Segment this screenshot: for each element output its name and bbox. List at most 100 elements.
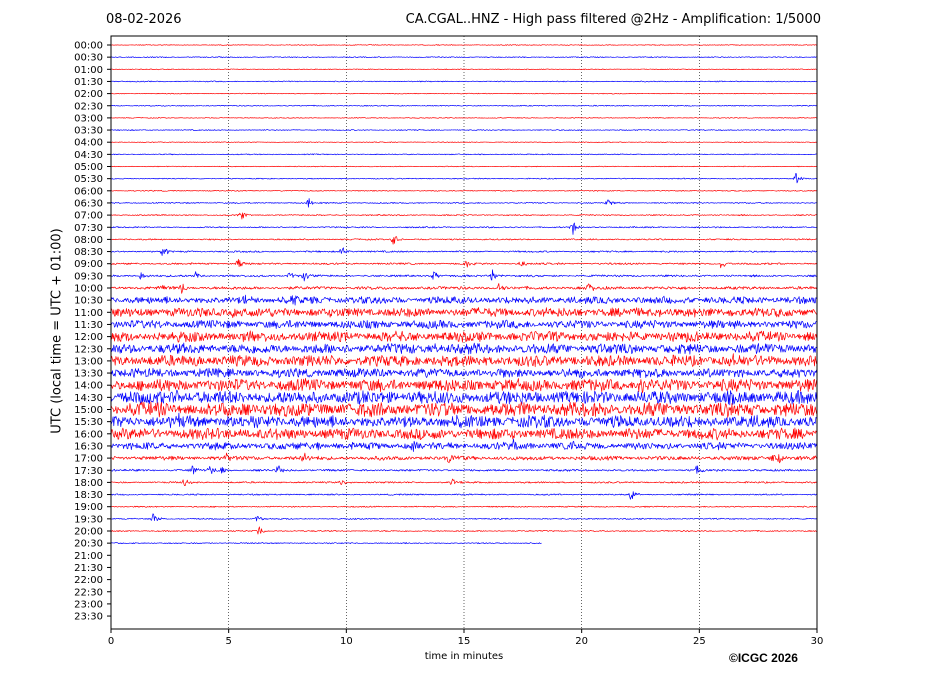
- trace-0300: [110, 117, 817, 119]
- x-tick-label: 5: [225, 636, 231, 647]
- trace-1000: [110, 283, 817, 294]
- x-tick-label: 30: [811, 636, 824, 647]
- trace-0000: [110, 44, 817, 46]
- trace-1630: [110, 438, 817, 452]
- y-tick-label: 08:00: [74, 235, 103, 246]
- trace-0400: [110, 141, 817, 143]
- y-tick-label: 13:00: [74, 356, 103, 367]
- trace-0530: [110, 173, 817, 184]
- y-tick-label: 19:00: [74, 502, 103, 513]
- x-tick-label: 10: [340, 636, 353, 647]
- y-tick-label: 22:30: [74, 587, 103, 598]
- y-tick-label: 19:30: [74, 514, 103, 525]
- y-tick-label: 15:30: [74, 417, 103, 428]
- trace-0830: [110, 247, 817, 256]
- y-tick-label: 10:00: [74, 284, 103, 295]
- trace-0130: [110, 80, 817, 83]
- trace-0500: [110, 165, 817, 168]
- y-tick-label: 09:00: [74, 259, 103, 270]
- date-label: 08-02-2026: [106, 12, 182, 27]
- x-tick-label: 15: [458, 636, 471, 647]
- x-tick-label: 20: [575, 636, 588, 647]
- trace-1300: [110, 353, 817, 368]
- y-tick-label: 16:30: [74, 441, 103, 452]
- trace-1130: [110, 319, 817, 330]
- trace-1400: [110, 377, 817, 394]
- y-tick-label: 11:30: [74, 320, 103, 331]
- y-tick-label: 02:30: [74, 101, 103, 112]
- y-tick-label: 05:00: [74, 162, 103, 173]
- trace-1530: [110, 412, 817, 429]
- trace-0800: [110, 236, 817, 245]
- y-tick-label: 23:30: [74, 612, 103, 623]
- y-tick-label: 20:00: [74, 527, 103, 538]
- trace-layer: [110, 44, 817, 545]
- trace-1430: [110, 389, 817, 406]
- y-tick-label: 15:00: [74, 405, 103, 416]
- y-tick-label: 04:00: [74, 138, 103, 149]
- y-tick-label: 05:30: [74, 174, 103, 185]
- trace-1030: [110, 294, 817, 306]
- y-tick-label: 08:30: [74, 247, 103, 258]
- trace-2030: [110, 542, 542, 545]
- y-tick-label: 12:00: [74, 332, 103, 343]
- y-tick-label: 06:30: [74, 198, 103, 209]
- trace-1730: [110, 465, 817, 475]
- y-tick-label: 01:00: [74, 65, 103, 76]
- trace-1900: [110, 505, 817, 508]
- y-tick-label: 17:30: [74, 466, 103, 477]
- trace-0230: [110, 104, 817, 107]
- trace-2000: [110, 526, 817, 535]
- y-tick-label: 07:30: [74, 223, 103, 234]
- y-tick-label: 17:00: [74, 454, 103, 465]
- y-tick-label: 00:30: [74, 53, 103, 64]
- trace-1800: [110, 478, 817, 486]
- y-tick-label: 18:00: [74, 478, 103, 489]
- y-tick-label: 16:00: [74, 429, 103, 440]
- trace-0730: [110, 222, 817, 235]
- y-tick-label: 07:00: [74, 211, 103, 222]
- trace-0030: [110, 56, 817, 59]
- trace-0900: [110, 258, 817, 269]
- chart-title: CA.CGAL..HNZ - High pass filtered @2Hz -…: [405, 12, 821, 27]
- trace-1600: [110, 427, 817, 441]
- y-tick-label: 01:30: [74, 77, 103, 88]
- y-tick-label: 09:30: [74, 271, 103, 282]
- copyright-notice: ©ICGC 2026: [729, 651, 798, 665]
- y-tick-label: 18:30: [74, 490, 103, 501]
- y-tick-label: 14:00: [74, 381, 103, 392]
- y-tick-label: 10:30: [74, 296, 103, 307]
- y-tick-label: 06:00: [74, 186, 103, 197]
- trace-0600: [110, 189, 817, 192]
- y-tick-label: 12:30: [74, 344, 103, 355]
- y-tick-label: 02:00: [74, 89, 103, 100]
- trace-0930: [110, 269, 817, 282]
- y-tick-label: 23:00: [74, 599, 103, 610]
- y-tick-label: 04:30: [74, 150, 103, 161]
- y-tick-label: 21:00: [74, 551, 103, 562]
- y-tick-label: 03:30: [74, 126, 103, 137]
- trace-1500: [110, 401, 817, 418]
- y-tick-label: 11:00: [74, 308, 103, 319]
- x-axis-label: time in minutes: [424, 651, 504, 662]
- y-tick-label: 22:00: [74, 575, 103, 586]
- y-tick-label: 14:30: [74, 393, 103, 404]
- trace-1700: [110, 452, 817, 464]
- trace-1230: [110, 342, 817, 355]
- trace-0100: [110, 68, 817, 71]
- trace-1200: [110, 330, 817, 343]
- trace-0200: [110, 92, 817, 95]
- trace-1330: [110, 367, 817, 379]
- y-tick-label: 20:30: [74, 539, 103, 550]
- y-tick-label: 03:00: [74, 113, 103, 124]
- trace-0700: [110, 212, 817, 220]
- x-tick-label: 25: [693, 636, 706, 647]
- trace-1100: [110, 307, 817, 319]
- y-tick-label: 00:00: [74, 41, 103, 52]
- y-tick-label: 21:30: [74, 563, 103, 574]
- trace-0430: [110, 153, 817, 156]
- trace-0630: [110, 198, 817, 208]
- trace-1930: [110, 513, 817, 522]
